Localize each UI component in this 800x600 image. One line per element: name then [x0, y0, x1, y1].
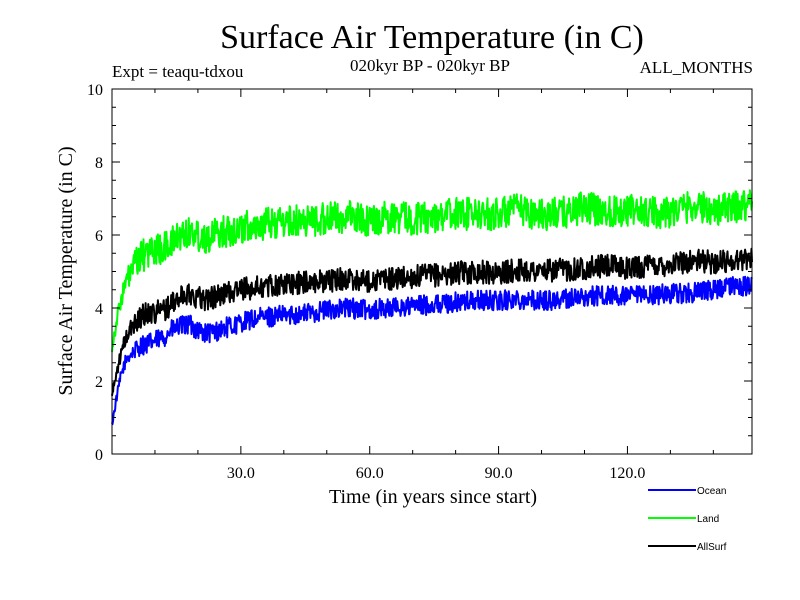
chart-subtitle: 020kyr BP - 020kyr BP [350, 56, 510, 75]
series-layer [111, 189, 753, 426]
y-tick-label: 0 [95, 447, 103, 464]
y-tick-label: 10 [87, 82, 103, 99]
y-tick-label: 6 [95, 228, 103, 245]
experiment-label: Expt = teaqu-tdxou [112, 62, 244, 81]
chart-title: Surface Air Temperature (in C) [220, 19, 644, 56]
y-axis-label: Surface Air Temperature (in C) [55, 146, 77, 395]
legend: Ocean Land AllSurf [648, 486, 727, 553]
y-tick-label: 4 [95, 301, 103, 318]
legend-label-land: Land [697, 514, 719, 525]
series-line-ocean [111, 275, 753, 426]
y-tick-label: 2 [95, 374, 103, 391]
x-axis-label: Time (in years since start) [329, 486, 537, 508]
series-line-allsurf [111, 247, 753, 396]
x-tick-label: 60.0 [356, 465, 384, 482]
legend-label-allsurf: AllSurf [697, 542, 727, 553]
y-tick-label: 8 [95, 155, 103, 172]
x-tick-label: 30.0 [227, 465, 255, 482]
axes-layer: 0 2 4 6 8 10 30.0 60.0 90.0 120.0 [87, 82, 753, 482]
x-tick-label: 90.0 [485, 465, 513, 482]
series-line-land [111, 189, 753, 353]
legend-label-ocean: Ocean [697, 486, 726, 497]
x-tick-label: 120.0 [609, 465, 645, 482]
months-label: ALL_MONTHS [640, 58, 753, 77]
